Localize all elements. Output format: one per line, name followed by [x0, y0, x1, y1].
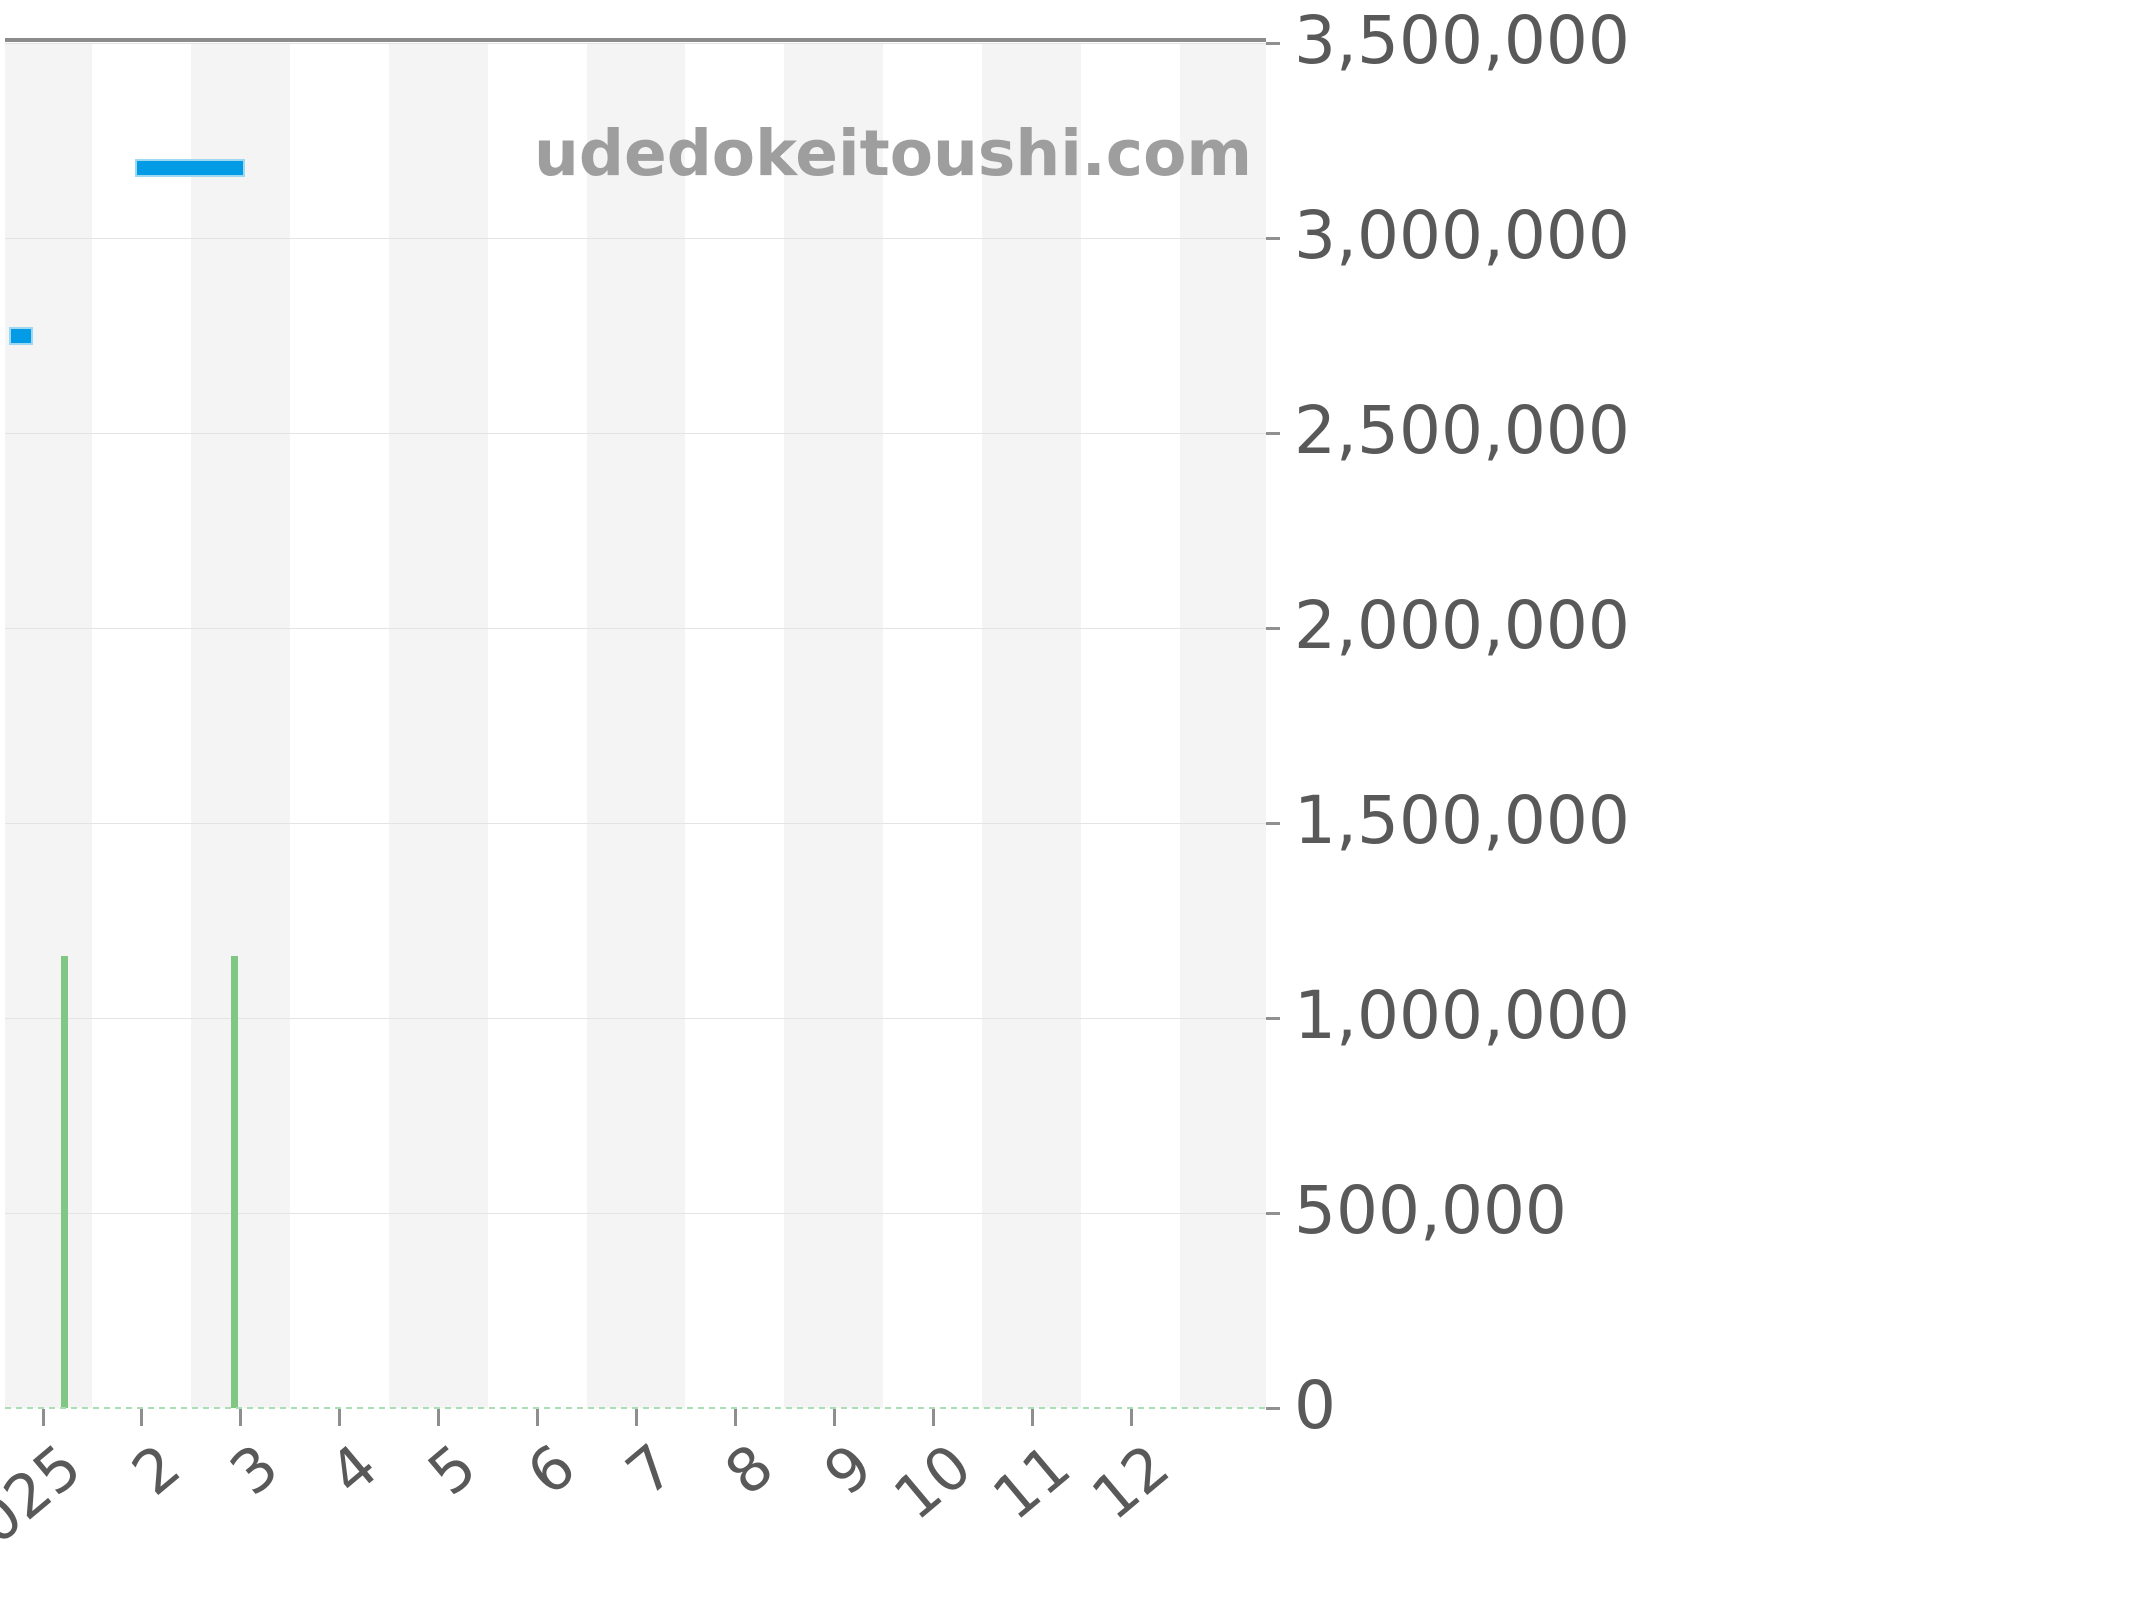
y-tick-label: 2,000,000: [1294, 587, 1630, 664]
month-band: [1179, 43, 1266, 1408]
y-axis-ticks: 0 500,000 1,000,000 1,500,000 2,000,000 2,500…: [1266, 0, 2144, 1600]
price-marker: [134, 158, 246, 177]
y-tick-label: 500,000: [1294, 1172, 1567, 1249]
y-tick-label: 1,500,000: [1294, 782, 1630, 859]
gridline: [5, 1213, 1266, 1214]
plot-area: [5, 43, 1266, 1408]
x-tick-mark: [1129, 1409, 1133, 1426]
gridline: [5, 433, 1266, 434]
month-band: [190, 43, 290, 1408]
x-axis-ticks: 2025 2 3 4 5 6 7 8 9 10 11 12: [0, 1409, 1400, 1599]
y-tick-label: 0: [1294, 1367, 1336, 1444]
x-axis-baseline: [5, 1407, 1266, 1409]
gridline: [5, 823, 1266, 824]
y-tick-mark: [1266, 236, 1280, 240]
x-tick-mark: [41, 1409, 45, 1426]
y-tick-mark: [1266, 1211, 1280, 1215]
y-tick-label: 3,500,000: [1294, 2, 1630, 79]
gridline: [5, 1018, 1266, 1019]
x-tick-mark: [1030, 1409, 1034, 1426]
month-band: [388, 43, 488, 1408]
plot-top-border: [5, 38, 1266, 42]
x-tick-mark: [832, 1409, 836, 1426]
y-tick-label: 1,000,000: [1294, 977, 1630, 1054]
y-tick-mark: [1266, 821, 1280, 825]
month-band: [586, 43, 686, 1408]
x-tick-mark: [140, 1409, 144, 1426]
y-tick-label: 2,500,000: [1294, 392, 1630, 469]
y-tick-mark: [1266, 1016, 1280, 1020]
month-band: [982, 43, 1082, 1408]
gridline: [5, 238, 1266, 239]
gridline: [5, 43, 1266, 44]
x-tick-mark: [239, 1409, 243, 1426]
x-tick-mark: [634, 1409, 638, 1426]
y-tick-mark: [1266, 41, 1280, 45]
y-tick-mark: [1266, 431, 1280, 435]
month-band: [784, 43, 884, 1408]
month-band: [5, 43, 93, 1408]
site-watermark: udedokeitoushi.com: [534, 117, 1252, 190]
gridline: [5, 628, 1266, 629]
volume-bar: [230, 955, 238, 1408]
x-tick-mark: [338, 1409, 342, 1426]
x-tick-mark: [536, 1409, 540, 1426]
y-tick-label: 3,000,000: [1294, 197, 1630, 274]
y-tick-mark: [1266, 626, 1280, 630]
price-marker: [8, 326, 33, 345]
x-tick-mark: [437, 1409, 441, 1426]
volume-bar: [60, 955, 68, 1408]
y-tick-mark: [1266, 1406, 1280, 1410]
x-tick-mark: [931, 1409, 935, 1426]
x-tick-mark: [733, 1409, 737, 1426]
